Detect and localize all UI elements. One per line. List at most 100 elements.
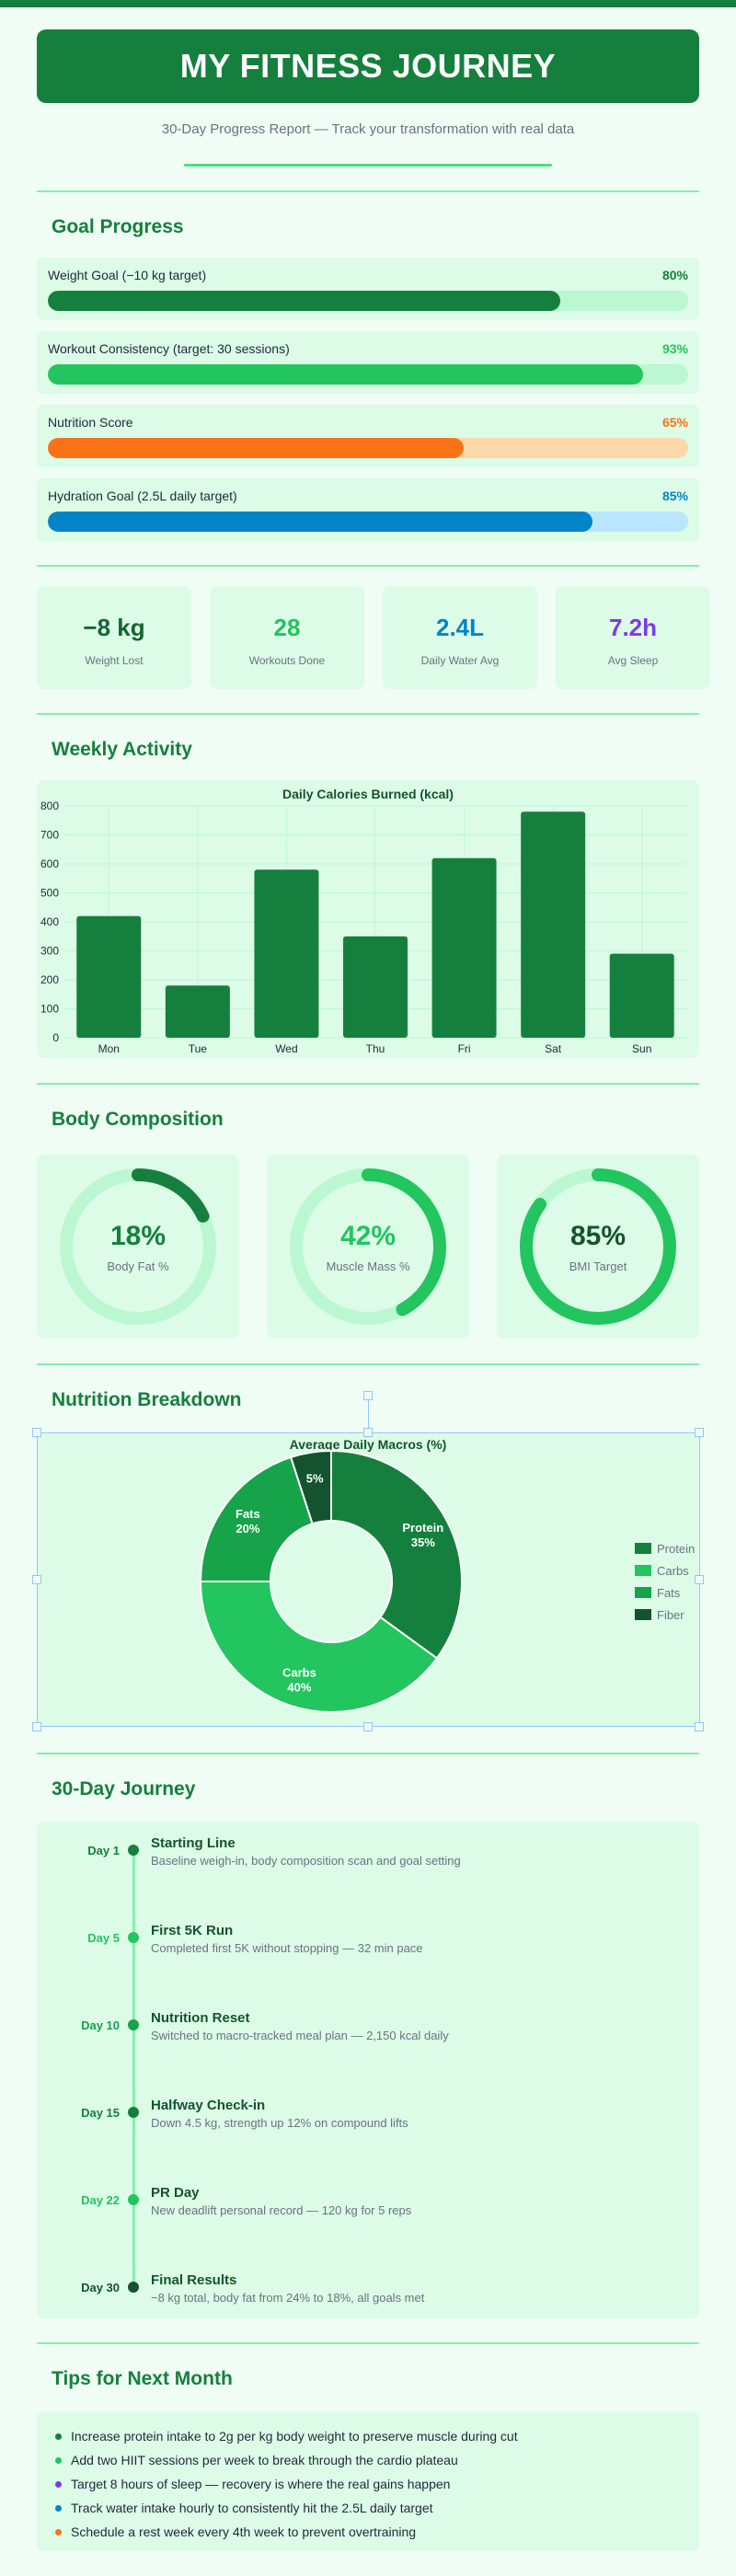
goal-progress-track	[48, 512, 688, 532]
bullet-icon	[55, 2528, 62, 2536]
x-tick-label: Wed	[275, 1042, 297, 1055]
goal-workout-consistency: Workout Consistency (target: 30 sessions…	[37, 331, 699, 394]
bar-wed	[254, 869, 319, 1038]
bar-chart-panel: Daily Calories Burned (kcal) 0 100 200 300 4…	[37, 780, 699, 1058]
bar-tue	[165, 985, 230, 1038]
chart-title: Average Daily Macros (%)	[290, 1437, 447, 1452]
stat-label: Weight Lost	[85, 654, 144, 667]
legend-swatch	[635, 1543, 651, 1554]
resize-handle-left[interactable]	[32, 1575, 41, 1584]
section-divider	[37, 1753, 699, 1754]
bar-fri	[431, 857, 497, 1038]
hero-banner: MY FITNESS JOURNEY	[37, 29, 699, 103]
chart-bars	[76, 811, 674, 1038]
ring-gauge	[290, 1168, 446, 1325]
timeline-title: PR Day	[151, 2185, 200, 2201]
resize-handle-top[interactable]	[363, 1428, 373, 1437]
slice-carbs	[199, 1581, 439, 1713]
legend-label: Protein	[657, 1542, 695, 1556]
slice-name-label: Carbs	[282, 1666, 316, 1680]
bullet-icon	[55, 2432, 62, 2440]
goal-hydration: Hydration Goal (2.5L daily target) 85%	[37, 478, 699, 541]
resize-handle-top-left[interactable]	[32, 1428, 41, 1437]
goal-progress-fill	[48, 438, 465, 458]
rotate-handle[interactable]	[363, 1391, 373, 1400]
stat-label: Avg Sleep	[607, 654, 659, 667]
legend-label: Fats	[657, 1586, 681, 1600]
stat-value: 28	[273, 614, 301, 641]
timeline-day: Day 5	[87, 1931, 120, 1945]
bullet-icon	[55, 2456, 62, 2464]
y-tick-label: 100	[40, 1003, 59, 1016]
resize-handle-right[interactable]	[695, 1575, 704, 1584]
stat-label: Workouts Done	[248, 654, 326, 667]
rotate-handle-stem	[368, 1400, 369, 1432]
slice-value-label: 40%	[287, 1681, 311, 1695]
resize-handle-bottom-left[interactable]	[32, 1722, 41, 1731]
x-tick-label: Mon	[98, 1042, 120, 1055]
bar-chart: Daily Calories Burned (kcal) 0 100 200 300 4…	[40, 787, 686, 1055]
timeline-dot	[128, 2107, 139, 2118]
timeline-desc: Switched to macro-tracked meal plan — 2,…	[151, 2029, 449, 2042]
section-title-body-composition: Body Composition	[52, 1109, 224, 1130]
bar-mon	[76, 915, 142, 1038]
goal-percent: 85%	[661, 489, 688, 503]
goal-progress-track	[48, 438, 688, 458]
donut-chart-panel: Average Daily Macros (%) Protein 35% Carbs…	[37, 1432, 699, 1727]
timeline-title: First 5K Run	[151, 1923, 234, 1938]
resize-handle-top-right[interactable]	[695, 1428, 704, 1437]
y-tick-label: 500	[40, 887, 59, 900]
x-tick-label: Fri	[458, 1042, 471, 1055]
timeline-desc: Completed first 5K without stopping — 32…	[151, 1941, 423, 1955]
timeline-day: Day 1	[87, 1844, 120, 1857]
ring-label: Muscle Mass %	[326, 1259, 410, 1273]
stat-label: Daily Water Avg	[420, 654, 500, 667]
tip-item: Add two HIIT sessions per week to break …	[55, 2453, 458, 2467]
goal-progress-fill	[48, 364, 644, 385]
resize-handle-bottom[interactable]	[363, 1722, 373, 1731]
goal-label: Nutrition Score	[48, 415, 133, 430]
section-divider	[37, 565, 699, 567]
ring-value: 18%	[109, 1221, 167, 1251]
timeline-dot	[128, 2194, 139, 2205]
tip-item: Target 8 hours of sleep — recovery is wh…	[55, 2477, 450, 2491]
resize-handle-bottom-right[interactable]	[695, 1722, 704, 1731]
ring-value: 85%	[569, 1221, 627, 1251]
slice-value-label: 20%	[236, 1522, 259, 1535]
goal-progress-fill	[48, 291, 560, 311]
timeline-desc: Baseline weigh-in, body composition scan…	[151, 1854, 461, 1868]
x-tick-label: Tue	[189, 1042, 208, 1055]
y-axis-ticks: 0 100 200 300 400 500 600 700 800	[40, 799, 59, 1044]
x-tick-label: Thu	[366, 1042, 385, 1055]
timeline-title: Halfway Check-in	[151, 2098, 266, 2113]
timeline-desc: −8 kg total, body fat from 24% to 18%, a…	[151, 2291, 425, 2305]
x-axis-ticks: Mon Tue Wed Thu Fri Sat Sun	[98, 1042, 652, 1055]
page-title: MY FITNESS JOURNEY	[179, 47, 557, 85]
goal-nutrition-score: Nutrition Score 65%	[37, 405, 699, 467]
goal-progress-track	[48, 291, 688, 311]
bullet-icon	[55, 2504, 62, 2512]
y-tick-label: 600	[40, 857, 59, 870]
top-accent-bar	[0, 0, 736, 7]
y-tick-label: 800	[40, 799, 59, 812]
legend-label: Carbs	[657, 1564, 689, 1578]
y-tick-label: 300	[40, 945, 59, 958]
ring-value: 42%	[339, 1221, 397, 1251]
timeline-dot	[128, 2282, 139, 2293]
slice-fiber	[289, 1449, 332, 1525]
ring-card-bmi-target: 85% BMI Target	[497, 1155, 699, 1339]
goal-weight: Weight Goal (−10 kg target) 80%	[37, 258, 699, 320]
timeline-desc: New deadlift personal record — 120 kg fo…	[151, 2203, 412, 2217]
slice-value-label: 5%	[306, 1471, 324, 1485]
bullet-icon	[55, 2480, 62, 2488]
slice-name-label: Protein	[402, 1521, 443, 1535]
timeline-day: Day 10	[81, 2018, 120, 2032]
subtitle-underline	[184, 164, 552, 167]
legend-swatch	[635, 1565, 651, 1576]
section-divider	[37, 2342, 699, 2344]
y-tick-label: 700	[40, 829, 59, 842]
ring-arc	[520, 1168, 676, 1325]
legend-swatch	[635, 1587, 651, 1598]
y-tick-label: 400	[40, 915, 59, 928]
y-tick-label: 200	[40, 973, 59, 986]
